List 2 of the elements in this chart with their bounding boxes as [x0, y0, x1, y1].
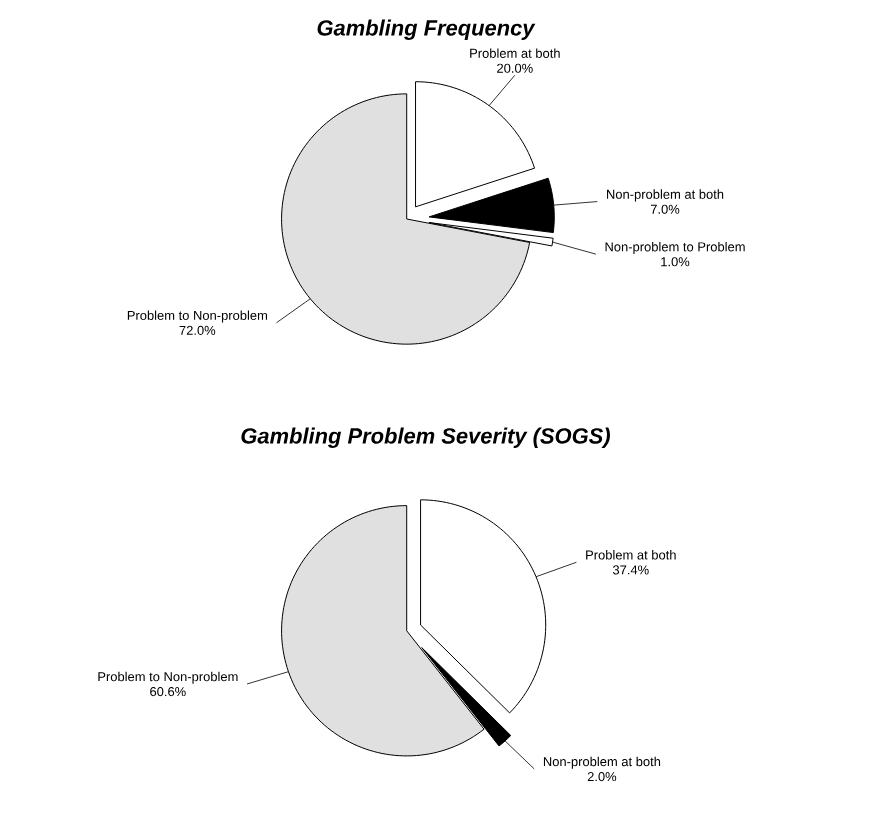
chart-title: Gambling Problem Severity (SOGS) — [241, 427, 610, 448]
chart-title: Gambling Frequency — [317, 19, 536, 40]
